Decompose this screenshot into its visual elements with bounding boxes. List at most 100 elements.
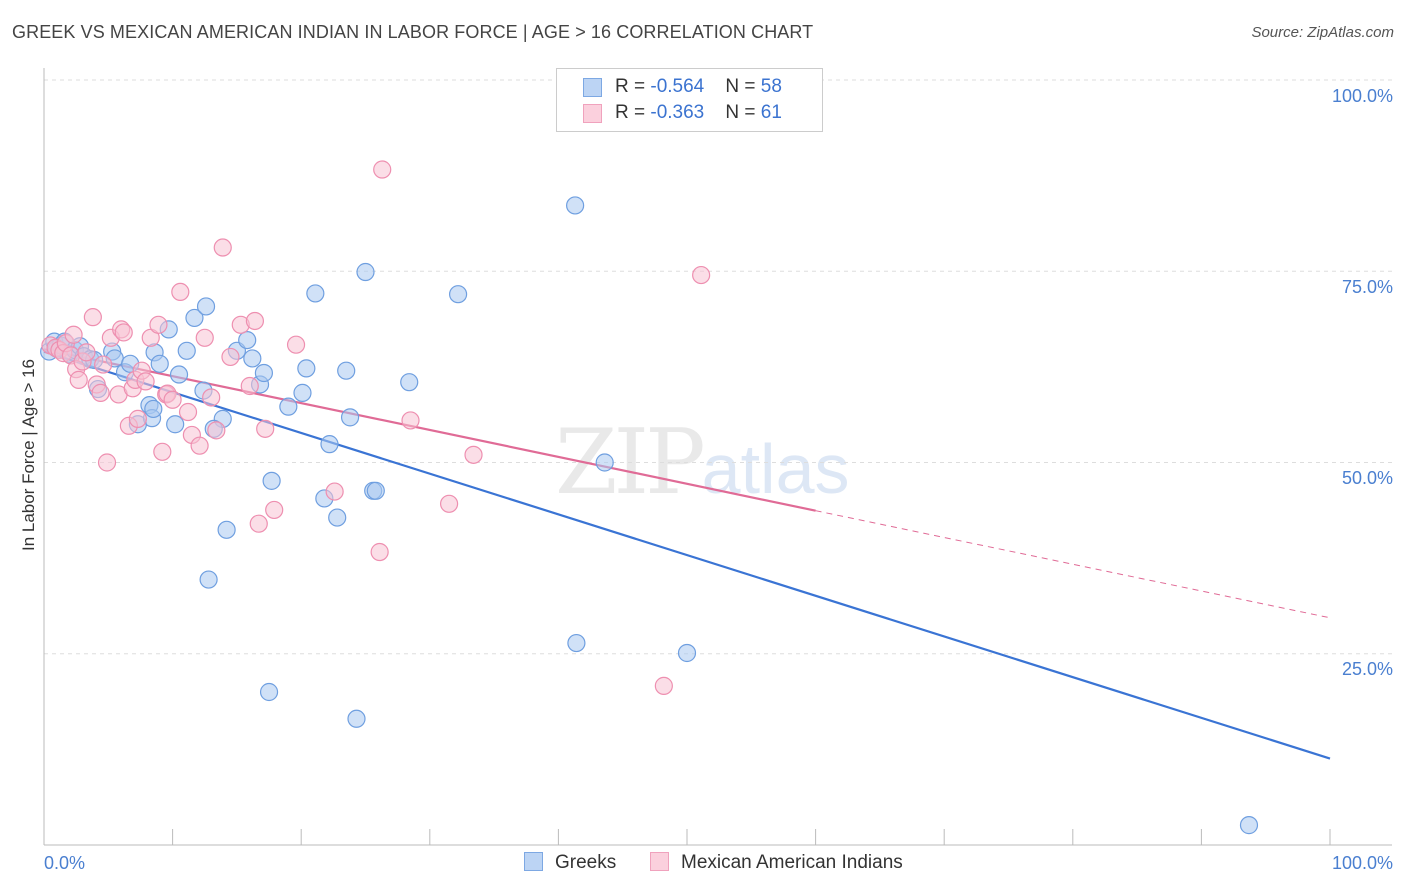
data-point-greeks <box>677 643 697 663</box>
data-point-greeks <box>238 331 257 350</box>
data-point-greeks <box>262 471 281 490</box>
data-point-mexican <box>91 383 110 402</box>
source-label: Source: ZipAtlas.com <box>1251 24 1394 41</box>
grid-lines <box>44 79 1392 655</box>
data-point-mexican <box>654 676 673 695</box>
data-point-greeks <box>293 383 312 402</box>
data-point-mexican <box>190 436 209 455</box>
y-tick-50: 50.0% <box>1341 468 1393 488</box>
legend-r-label: R = <box>615 76 651 97</box>
data-point-greeks <box>595 453 614 472</box>
data-point-greeks <box>279 397 298 416</box>
data-point-mexican <box>256 419 275 438</box>
data-point-mexican <box>64 325 83 344</box>
legend-n-value: 58 <box>760 76 782 97</box>
data-point-mexican <box>171 282 190 302</box>
data-point-greeks <box>199 570 218 589</box>
chart-title: GREEK VS MEXICAN AMERICAN INDIAN IN LABO… <box>12 22 814 42</box>
legend-swatch-greeks <box>583 78 602 97</box>
data-point-greeks <box>144 399 163 419</box>
y-tick-75: 75.0% <box>1341 277 1393 297</box>
bottom-legend-greeks-label: Greeks <box>555 852 617 873</box>
data-point-mexican <box>153 442 172 461</box>
data-point-mexican <box>401 411 420 430</box>
legend-swatch-mexican <box>583 104 602 123</box>
data-point-mexican <box>213 238 232 257</box>
data-points <box>40 160 1259 835</box>
legend-r-value: -0.564 <box>650 76 705 97</box>
data-point-mexican <box>178 402 198 422</box>
bottom-swatch-greeks <box>524 852 543 871</box>
data-point-greeks <box>1239 816 1259 835</box>
data-point-mexican <box>114 323 133 342</box>
bottom-legend-mexican: Mexican American Indians <box>650 852 903 874</box>
data-point-mexican <box>245 311 265 331</box>
data-point-mexican <box>128 409 147 428</box>
data-point-greeks <box>254 363 274 383</box>
data-point-mexican <box>202 388 221 407</box>
data-point-mexican <box>240 376 259 396</box>
bottom-legend-greeks: Greeks <box>524 852 616 874</box>
data-point-greeks <box>259 682 279 702</box>
data-point-mexican <box>69 370 88 389</box>
data-point-mexican <box>97 453 117 472</box>
data-point-greeks <box>217 520 236 539</box>
data-point-mexican <box>163 390 182 409</box>
legend-n-label: N = <box>725 76 761 97</box>
bottom-legend-mexican-label: Mexican American Indians <box>681 852 903 873</box>
data-point-mexican <box>373 160 392 179</box>
data-point-greeks <box>328 508 347 527</box>
watermark-atlas: atlas <box>701 430 850 508</box>
data-point-mexican <box>94 355 113 374</box>
data-point-greeks <box>169 365 189 384</box>
data-point-mexican <box>439 494 459 513</box>
data-point-greeks <box>177 341 196 360</box>
data-point-greeks <box>185 308 204 328</box>
y-tick-100: 100.0% <box>1331 86 1393 106</box>
bottom-swatch-mexican <box>650 852 669 871</box>
data-point-greeks <box>448 285 468 304</box>
data-point-greeks <box>337 361 356 380</box>
data-point-greeks <box>196 297 216 316</box>
data-point-mexican <box>265 500 284 520</box>
data-point-mexican <box>325 482 344 501</box>
x-tick-0: 0.0% <box>44 853 86 873</box>
data-point-greeks <box>166 415 185 434</box>
data-point-mexican <box>77 343 96 362</box>
data-point-mexican <box>83 308 102 327</box>
data-point-greeks <box>297 359 316 378</box>
data-point-greeks <box>306 284 325 303</box>
trend-line-mexican-extension <box>815 510 1331 619</box>
y-tick-25: 25.0% <box>1341 659 1393 679</box>
data-point-mexican <box>286 335 306 354</box>
data-point-greeks <box>356 262 375 282</box>
data-point-mexican <box>207 421 226 440</box>
legend-r-label: R = <box>615 102 651 123</box>
data-point-greeks <box>340 408 360 427</box>
correlation-legend: R = -0.564 N = 58 R = -0.363 N = 61 <box>556 68 823 132</box>
legend-r-value: -0.363 <box>650 102 705 123</box>
data-point-mexican <box>249 514 268 533</box>
data-point-greeks <box>400 373 419 392</box>
data-point-mexican <box>464 445 483 464</box>
data-point-greeks <box>366 481 385 500</box>
legend-n-label: N = <box>725 102 761 123</box>
axes <box>43 68 1392 846</box>
legend-n-value: 61 <box>760 102 782 123</box>
data-point-greeks <box>320 435 339 454</box>
data-point-mexican <box>692 265 711 285</box>
data-point-mexican <box>221 347 240 367</box>
data-point-greeks <box>150 354 169 373</box>
data-point-greeks <box>567 633 586 653</box>
x-tick-100: 100.0% <box>1331 853 1393 873</box>
data-point-greeks <box>243 349 262 368</box>
trend-lines <box>43 348 1331 760</box>
data-point-mexican <box>136 372 155 391</box>
data-point-greeks <box>347 709 366 728</box>
data-point-greeks <box>566 196 585 215</box>
trend-line-greeks <box>43 350 1331 760</box>
data-point-mexican <box>195 328 214 347</box>
trend-line-mexican <box>43 348 816 512</box>
data-point-mexican <box>370 542 389 562</box>
